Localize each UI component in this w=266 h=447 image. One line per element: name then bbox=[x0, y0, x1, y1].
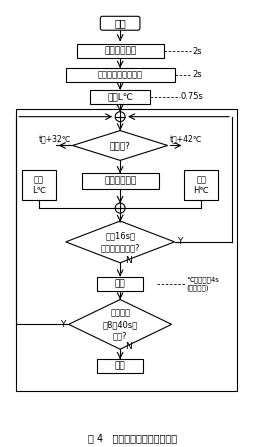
Text: Y: Y bbox=[177, 237, 183, 246]
Text: 显示L℃: 显示L℃ bbox=[107, 92, 133, 101]
Text: ℃停止闪烁4s
(不能测量): ℃停止闪烁4s (不能测量) bbox=[186, 276, 219, 291]
Text: Y: Y bbox=[60, 320, 66, 329]
Text: t＞+42℃: t＞+42℃ bbox=[169, 134, 202, 143]
Text: t＜+32℃: t＜+32℃ bbox=[39, 134, 71, 143]
Bar bbox=[97, 359, 143, 373]
Bar bbox=[184, 170, 218, 200]
Polygon shape bbox=[73, 131, 168, 160]
Circle shape bbox=[115, 203, 125, 213]
Text: 温度是否
在8分40s内
升高?: 温度是否 在8分40s内 升高? bbox=[102, 309, 138, 340]
Bar bbox=[97, 277, 143, 291]
Bar bbox=[90, 90, 150, 104]
Text: 显示
H℃: 显示 H℃ bbox=[193, 176, 209, 195]
Text: 测量否?: 测量否? bbox=[110, 141, 131, 150]
Bar bbox=[77, 44, 164, 58]
Bar bbox=[82, 173, 159, 189]
Circle shape bbox=[115, 112, 125, 122]
Bar bbox=[16, 109, 237, 391]
Text: 显示全部笔段: 显示全部笔段 bbox=[104, 46, 136, 55]
FancyBboxPatch shape bbox=[100, 16, 140, 30]
Bar bbox=[66, 68, 174, 82]
Polygon shape bbox=[69, 299, 172, 349]
Text: N: N bbox=[125, 256, 132, 265]
Text: 显示最后一次测量值: 显示最后一次测量值 bbox=[98, 71, 143, 80]
Text: 通电: 通电 bbox=[114, 18, 126, 28]
Text: 显示
L℃: 显示 L℃ bbox=[32, 176, 46, 195]
Text: 报警: 报警 bbox=[115, 279, 126, 288]
Text: 图 4   数字体温计的工作流程图: 图 4 数字体温计的工作流程图 bbox=[88, 434, 178, 444]
Text: 显示最高温度: 显示最高温度 bbox=[104, 177, 136, 186]
Text: 超过16s后
显示值是否改变?: 超过16s后 显示值是否改变? bbox=[100, 232, 140, 252]
Bar bbox=[22, 170, 56, 200]
Text: 2s: 2s bbox=[192, 71, 202, 80]
Text: 2s: 2s bbox=[192, 46, 202, 55]
Text: 0.75s: 0.75s bbox=[181, 92, 203, 101]
Text: 断电: 断电 bbox=[115, 362, 126, 371]
Text: N: N bbox=[125, 342, 132, 351]
Polygon shape bbox=[66, 221, 174, 263]
